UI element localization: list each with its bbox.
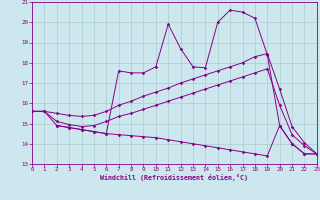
X-axis label: Windchill (Refroidissement éolien,°C): Windchill (Refroidissement éolien,°C): [100, 174, 248, 181]
